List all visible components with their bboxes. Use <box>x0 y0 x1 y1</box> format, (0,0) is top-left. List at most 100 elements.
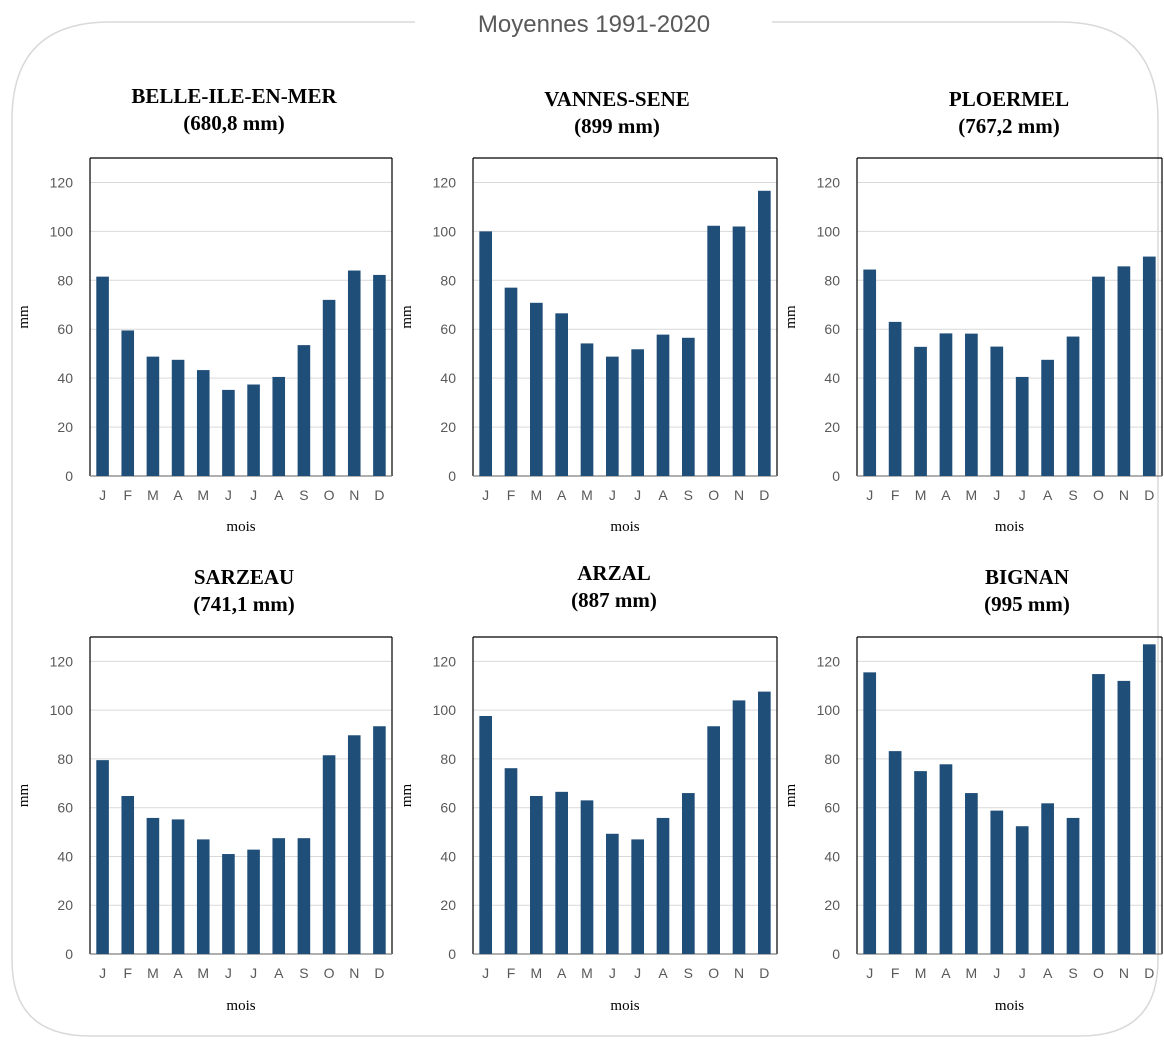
x-tick-label: A <box>1043 965 1053 981</box>
bar-j-5 <box>990 346 1004 476</box>
bar-j-6 <box>1015 376 1029 476</box>
bar-f-1 <box>504 287 518 476</box>
x-tick-label: J <box>250 487 257 503</box>
x-tick-label: J <box>482 487 489 503</box>
chart-title: PLOERMEL <box>949 87 1069 111</box>
x-tick-label: J <box>225 965 232 981</box>
x-tick-label: M <box>197 487 209 503</box>
bar-a-3 <box>939 764 953 954</box>
y-tick-label: 40 <box>57 370 73 386</box>
x-tick-label: A <box>557 965 567 981</box>
bar-o-9 <box>707 225 720 476</box>
x-tick-label: J <box>250 965 257 981</box>
x-tick-label: J <box>634 487 641 503</box>
x-tick-label: N <box>734 965 744 981</box>
x-tick-label: N <box>1119 965 1129 981</box>
bar-a-7 <box>1041 359 1054 476</box>
bar-s-8 <box>1066 336 1080 476</box>
x-tick-label: O <box>324 965 335 981</box>
chart-subtitle: (741,1 mm) <box>193 592 294 616</box>
y-tick-label: 20 <box>824 419 840 435</box>
bar-m-2 <box>530 302 543 476</box>
x-tick-label: N <box>349 965 359 981</box>
x-tick-label: J <box>482 965 489 981</box>
y-tick-label: 40 <box>440 370 456 386</box>
x-axis-label: mois <box>610 519 639 535</box>
x-tick-label: O <box>708 965 719 981</box>
bar-j-6 <box>631 349 644 476</box>
x-tick-label: F <box>507 487 516 503</box>
bar-j-0 <box>96 276 109 476</box>
chart-subtitle: (767,2 mm) <box>958 114 1059 138</box>
x-tick-label: J <box>99 965 106 981</box>
y-tick-label: 80 <box>57 751 73 767</box>
x-tick-label: M <box>915 487 927 503</box>
y-tick-label: 0 <box>65 468 73 484</box>
bar-a-7 <box>656 817 670 954</box>
bar-m-2 <box>146 817 160 954</box>
x-tick-label: J <box>993 487 1000 503</box>
x-tick-label: M <box>915 965 927 981</box>
bar-j-0 <box>479 231 492 476</box>
x-tick-label: J <box>866 965 873 981</box>
y-axis-label: mm <box>16 784 32 808</box>
x-tick-label: M <box>530 965 542 981</box>
x-tick-label: J <box>993 965 1000 981</box>
bar-a-3 <box>171 359 185 476</box>
y-tick-label: 100 <box>817 223 841 239</box>
x-tick-label: J <box>609 487 616 503</box>
y-tick-label: 120 <box>817 174 841 190</box>
chart-title: ARZAL <box>577 561 651 585</box>
x-tick-label: F <box>123 487 132 503</box>
x-tick-label: J <box>99 487 106 503</box>
bar-j-0 <box>96 760 109 954</box>
bar-d-11 <box>758 190 771 477</box>
chart-subtitle: (995 mm) <box>984 592 1070 616</box>
x-tick-label: J <box>866 487 873 503</box>
bar-s-8 <box>682 337 695 476</box>
x-axis-label: mois <box>995 519 1024 535</box>
x-tick-label: F <box>123 965 132 981</box>
bar-m-4 <box>580 343 594 476</box>
y-axis-label: mm <box>399 784 415 808</box>
bar-m-2 <box>914 346 927 476</box>
chart-title: SARZEAU <box>194 565 294 589</box>
bar-d-11 <box>758 691 771 954</box>
bar-f-1 <box>121 795 135 954</box>
bar-a-7 <box>272 838 286 954</box>
x-tick-label: O <box>324 487 335 503</box>
x-tick-label: D <box>1144 965 1154 981</box>
y-tick-label: 80 <box>824 751 840 767</box>
x-tick-label: A <box>173 965 183 981</box>
y-tick-label: 60 <box>440 321 456 337</box>
bar-n-10 <box>1117 266 1131 476</box>
y-tick-label: 20 <box>57 897 73 913</box>
bar-n-10 <box>347 735 361 954</box>
x-tick-label: F <box>891 965 900 981</box>
y-tick-label: 100 <box>50 223 74 239</box>
y-tick-label: 120 <box>433 174 457 190</box>
bar-s-8 <box>1066 817 1080 954</box>
bar-n-10 <box>347 270 361 476</box>
bar-j-5 <box>222 854 235 954</box>
y-tick-label: 60 <box>57 800 73 816</box>
x-tick-label: F <box>507 965 516 981</box>
x-axis-label: mois <box>995 998 1024 1014</box>
chart-0: BELLE-ILE-EN-MER (680,8 mm) 0 20 40 60 80 100 12… <box>16 84 393 535</box>
x-tick-label: M <box>966 487 978 503</box>
x-tick-label: S <box>299 487 308 503</box>
bar-o-9 <box>1092 674 1105 954</box>
y-tick-label: 0 <box>448 468 456 484</box>
bar-a-7 <box>1041 803 1054 954</box>
y-tick-label: 100 <box>50 702 74 718</box>
bar-s-8 <box>297 345 311 476</box>
bar-o-9 <box>1092 276 1105 476</box>
bar-a-7 <box>656 334 670 476</box>
x-tick-label: J <box>634 965 641 981</box>
x-tick-label: M <box>581 487 593 503</box>
y-tick-label: 100 <box>817 702 841 718</box>
